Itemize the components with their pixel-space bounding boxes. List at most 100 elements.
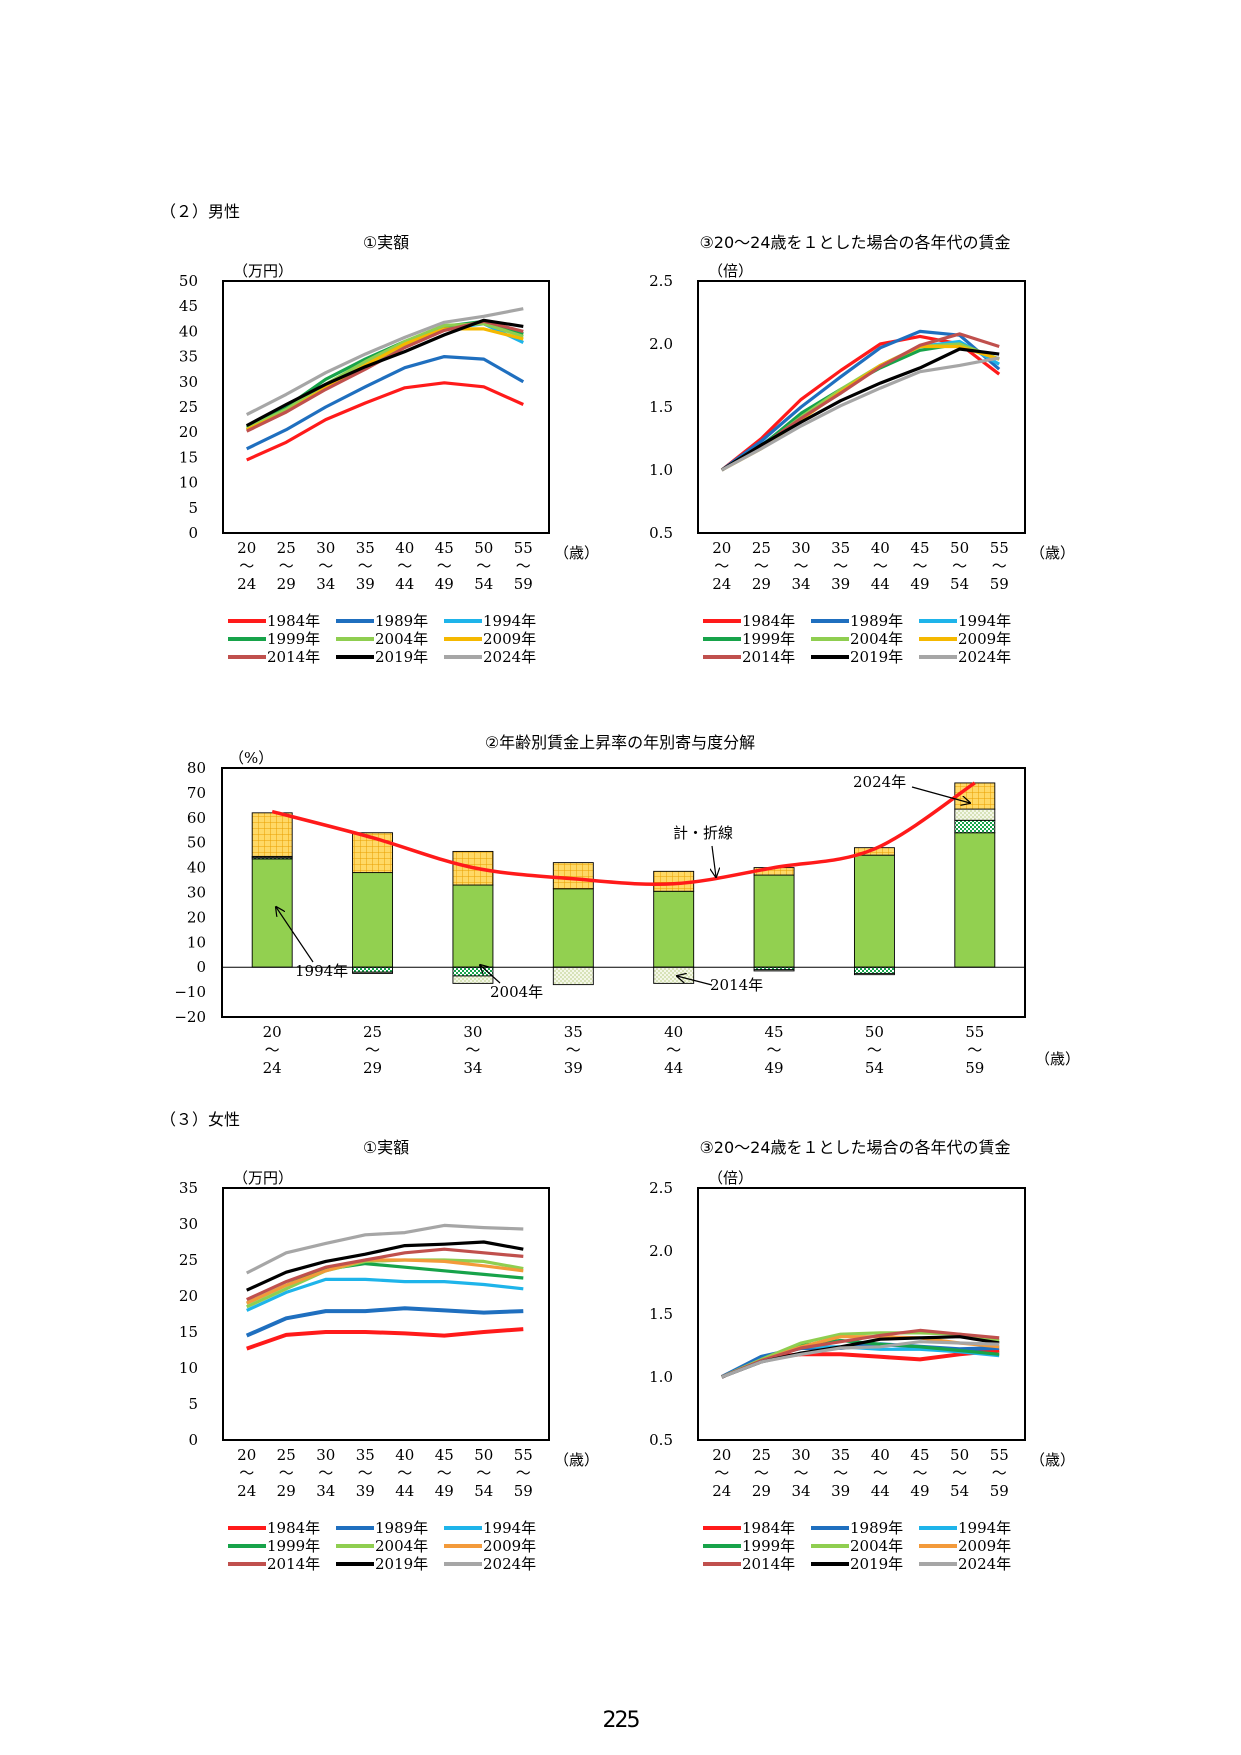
male_ratio-chart: ③20〜24歳を１とした場合の各年代の賃金 （倍） 0.5 1.0 1.5 2.0 2.5 2… [649,233,1075,666]
male_amount-ytick: 5 [188,499,198,517]
male_amount-ylabel: （万円） [233,262,293,280]
female_amount-xtick: 〜 [239,1464,254,1482]
female_amount-legend-label: 2004年 [375,1537,428,1555]
female_amount-ytick: 20 [179,1287,198,1305]
male_amount-legend-label: 1999年 [267,630,320,648]
male_amount-series-2019年 [245,318,524,428]
male_ratio-xtick: 30 [792,539,811,557]
female_ratio-xtick: 55 [990,1446,1009,1464]
male-decomp-bar-1994年 [251,858,293,968]
male_amount-chart: ①実額（万円）0510152025303540455020〜2425〜2930〜… [179,233,599,666]
male_amount-xtick: 〜 [358,557,373,575]
female_ratio-legend-label: 2024年 [958,1555,1011,1573]
male-decomp-xtick: 〜 [365,1041,380,1059]
male_ratio-ytick: 1.0 [649,461,673,479]
female_amount-xtick: 39 [356,1482,375,1500]
male_ratio-series-1984年 [720,334,1001,472]
female_amount-xtick: 34 [316,1482,335,1500]
male-decomp-bar-2004年 [552,966,594,986]
female_amount-ytick: 10 [179,1359,198,1377]
male_ratio-xtick: 〜 [873,557,888,575]
male-decomp-xtick: 44 [664,1059,683,1077]
female_ratio-xtick: 29 [752,1482,771,1500]
female_ratio-xtick: 〜 [912,1464,927,1482]
male_ratio-legend-label: 2019年 [850,648,903,666]
female_ratio-legend-label: 1994年 [958,1519,1011,1537]
male-decomp-xtick: 55 [965,1023,984,1041]
male_amount-ytick: 35 [179,348,198,366]
male_ratio-series-2014年 [720,332,1000,472]
female_amount-chart: ①実額（万円）0510152025303520〜2425〜2930〜3435〜3… [179,1138,599,1573]
male-decomp-bar-2004年 [352,971,394,974]
male_ratio-xtick: 29 [752,575,771,593]
male_ratio-xtick: 20 [712,539,731,557]
male_amount-xtick: 45 [435,539,454,557]
male-decomp-annotation-arrow [480,965,501,984]
female_ratio-xtick: 〜 [833,1464,848,1482]
male_ratio-ytick: 2.5 [649,272,673,290]
female_ratio-ytick: 1.5 [649,1305,673,1323]
male_amount-ytick: 50 [179,272,198,290]
male_ratio-legend-label: 2004年 [850,630,903,648]
male_amount-xtick: 25 [277,539,296,557]
male_amount-legend-label: 1989年 [375,612,428,630]
male-decomp-bar-2009年 [552,862,594,890]
male_amount-ytick: 40 [179,322,198,340]
female_ratio-xunit: （歳） [1030,1451,1075,1469]
male_amount-title: ①実額 [363,233,409,252]
female_ratio-xtick: 59 [990,1482,1009,1500]
male_amount-xtick: 59 [514,575,533,593]
female_amount-ytick: 0 [188,1431,198,1449]
male-decomp-xtick: 34 [463,1059,482,1077]
female_ratio-legend-label: 2009年 [958,1537,1011,1555]
male-decomp-xtick: 39 [564,1059,583,1077]
male_amount-ytick: 0 [188,524,198,542]
male_amount-xtick: 49 [435,575,454,593]
male-decomp-xtick: 30 [463,1023,482,1041]
male_amount-xtick: 34 [316,575,335,593]
male-decomp-bar-1994年 [352,872,394,968]
male_amount-legend-label: 1994年 [483,612,536,630]
female_amount-xtick: 54 [474,1482,493,1500]
male_amount-xtick: 〜 [279,557,294,575]
male_amount-series-2009年 [246,327,524,432]
male_ratio-xtick: 39 [831,575,850,593]
female_amount-title: ①実額 [363,1138,409,1157]
male_ratio-ytick: 2.0 [649,335,673,353]
male-decomp-bar-2004年 [452,975,494,984]
male-decomp-xtick: 54 [865,1059,884,1077]
female_amount-xtick: 30 [316,1446,335,1464]
male_ratio-ytick: 1.5 [649,398,673,416]
male-decomp-annotation-arrow [712,845,716,877]
male_ratio-xtick: 〜 [952,557,967,575]
male-decomp-ytick: −10 [174,983,206,1001]
male_amount-xtick: 40 [395,539,414,557]
male_amount-legend-label: 2009年 [483,630,536,648]
female_ratio-xtick: 20 [712,1446,731,1464]
male_ratio-xtick: 54 [950,575,969,593]
female_ratio-xtick: 45 [910,1446,929,1464]
male-decomp-bar-1994年 [853,854,895,968]
male_amount-xtick: 24 [237,575,256,593]
female_ratio-xtick: 25 [752,1446,771,1464]
male-decomp-bar-1999年 [853,966,895,974]
male-decomp-annotation: 2014年 [710,976,763,994]
male_ratio-xtick: 44 [871,575,890,593]
female_ratio-xtick: 54 [950,1482,969,1500]
male_amount-xtick: 20 [237,539,256,557]
female_amount-xtick: 40 [395,1446,414,1464]
male_amount-xtick: 35 [356,539,375,557]
male_ratio-legend-label: 1999年 [742,630,795,648]
male-decomp-ytick: 70 [187,784,206,802]
female_amount-legend-label: 1984年 [267,1519,320,1537]
female_amount-xtick: 45 [435,1446,454,1464]
female_ratio-xtick: 44 [871,1482,890,1500]
male-decomp-bar-2009年 [251,812,293,857]
female_amount-xtick: 〜 [476,1464,491,1482]
female_amount-xtick: 20 [237,1446,256,1464]
female_ratio-xtick: 〜 [754,1464,769,1482]
section-male-title: （２）男性 [160,202,241,221]
male_amount-xtick: 〜 [476,557,491,575]
female_amount-ytick: 35 [179,1179,198,1197]
